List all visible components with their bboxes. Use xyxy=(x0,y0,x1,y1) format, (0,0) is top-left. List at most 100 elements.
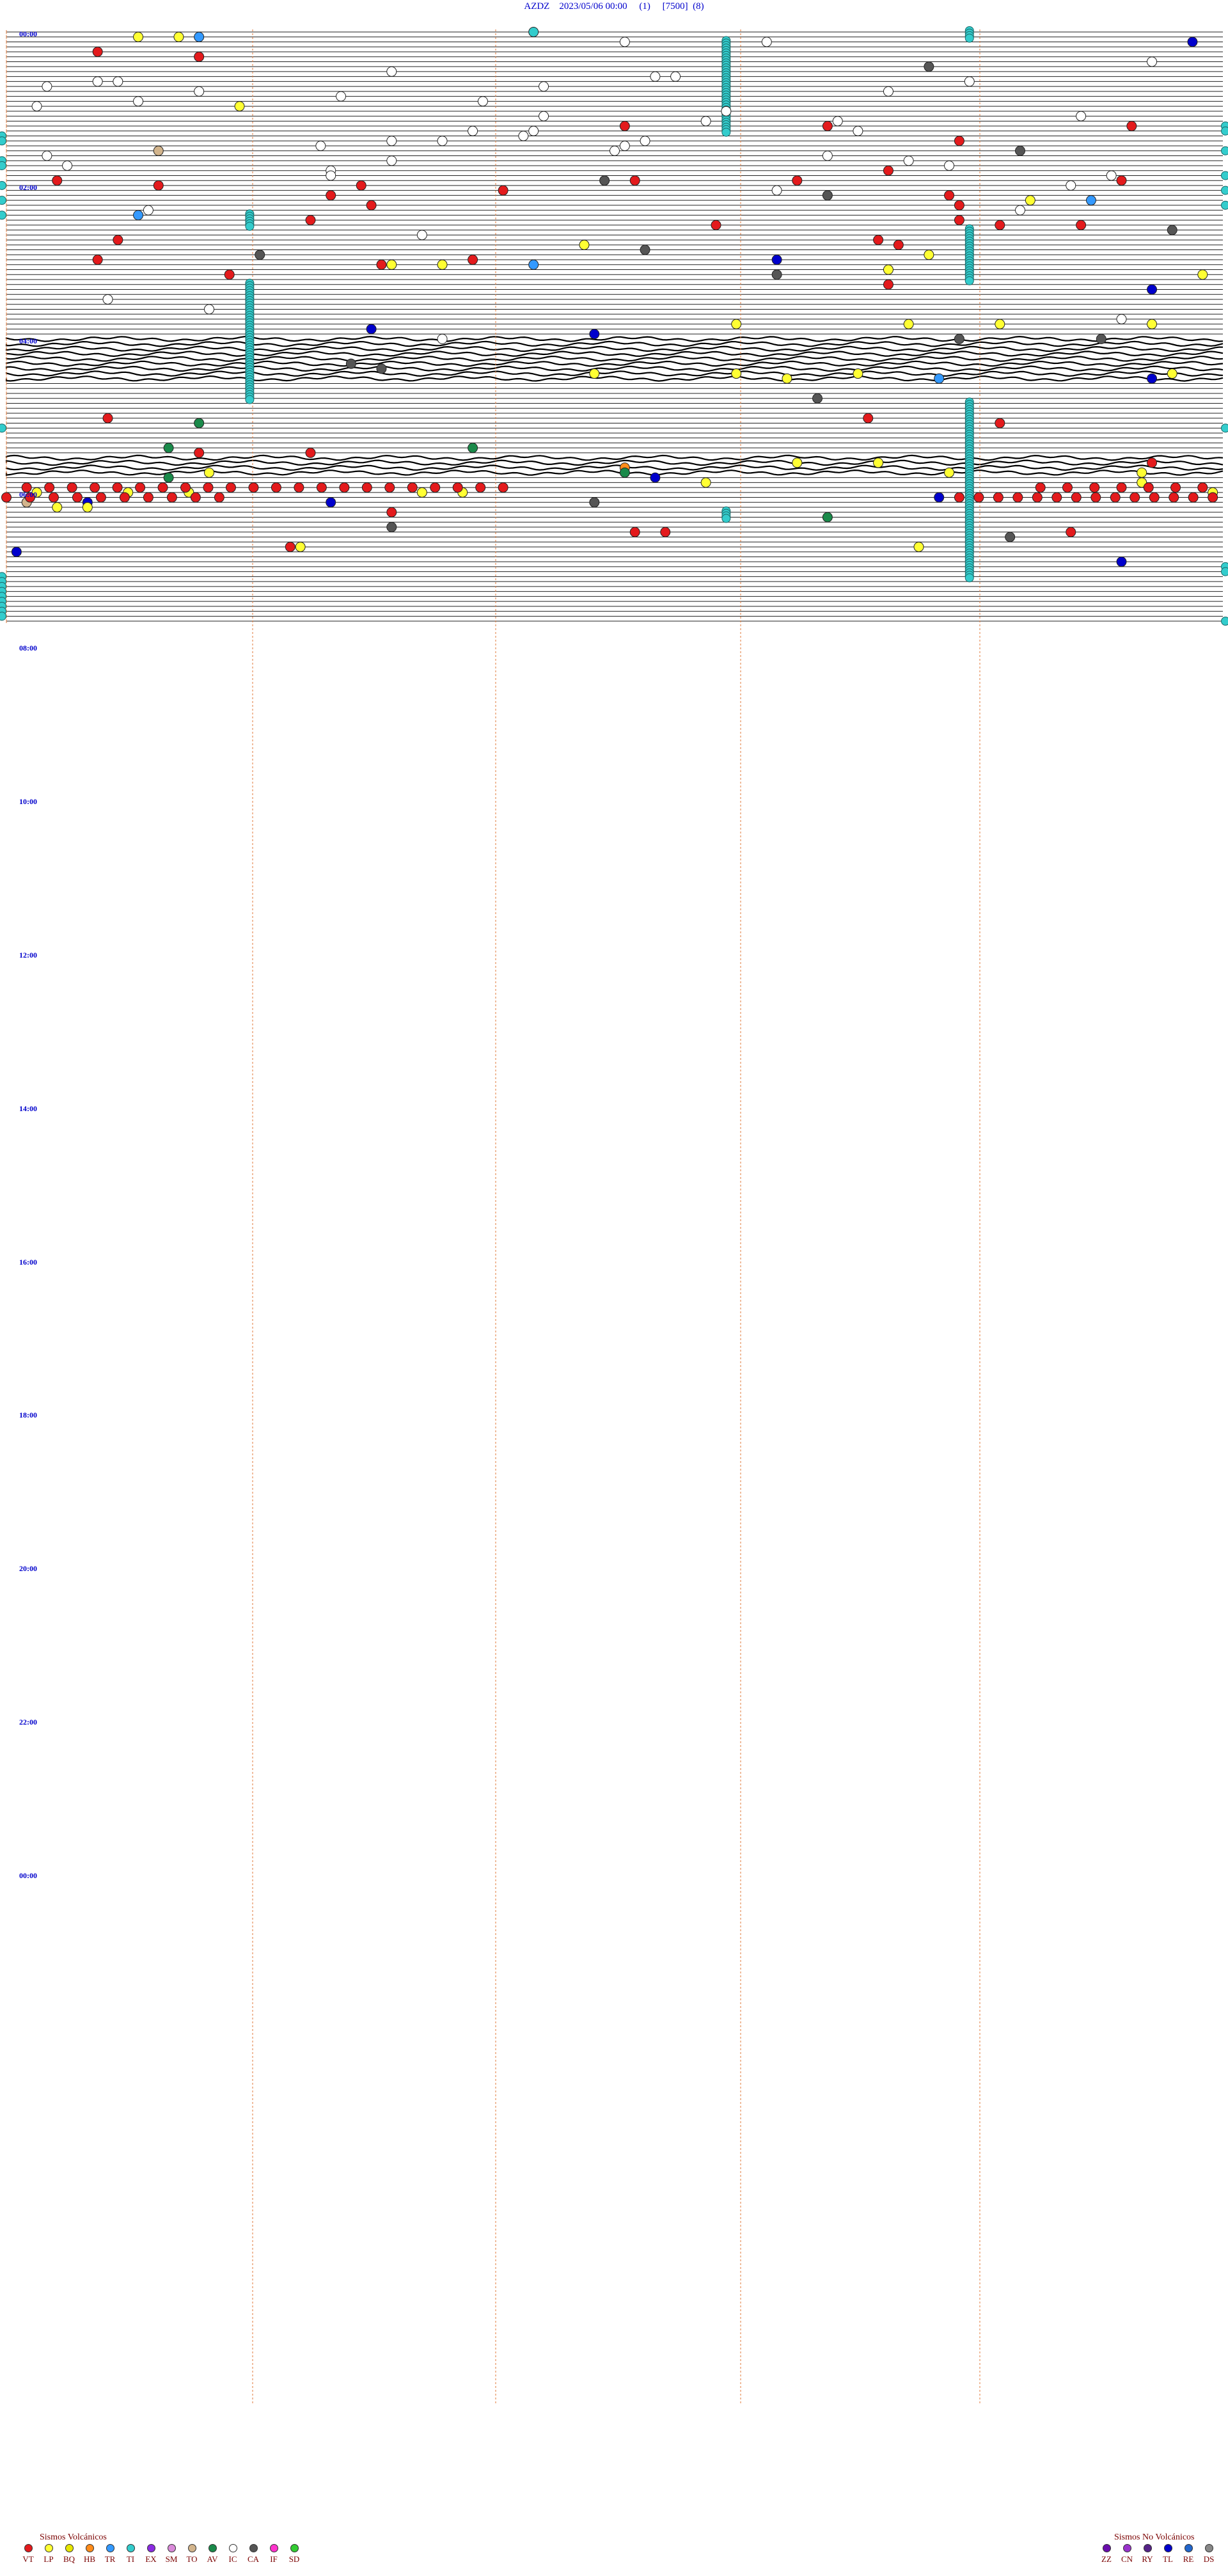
event-vt xyxy=(95,492,106,503)
event-vt xyxy=(214,492,224,503)
seismic-trace-noisy xyxy=(5,454,1224,461)
legend-item-sd: SD xyxy=(284,2544,304,2564)
seismic-trace-noisy xyxy=(5,375,1224,382)
event-ic xyxy=(1116,313,1127,324)
event-ic xyxy=(92,76,103,87)
event-lp xyxy=(133,31,144,42)
event-ic xyxy=(539,111,549,122)
event-ic xyxy=(1106,170,1117,181)
legend-swatch xyxy=(290,2544,299,2552)
event-ic xyxy=(386,136,397,146)
hour-label: 14:00 xyxy=(19,1103,37,1113)
event-vt xyxy=(995,418,1005,429)
legend-item-zz: ZZ xyxy=(1096,2544,1117,2564)
event-lp xyxy=(82,502,93,513)
event-ic xyxy=(822,150,833,161)
event-vt xyxy=(153,180,164,191)
legend-item-ic: IC xyxy=(223,2544,243,2564)
edge-event-mark xyxy=(0,180,6,190)
event-ic xyxy=(102,294,113,304)
event-vt xyxy=(135,482,146,493)
event-lp xyxy=(913,541,924,552)
event-ic xyxy=(610,145,620,156)
hour-label: 16:00 xyxy=(19,1257,37,1267)
event-ic xyxy=(1147,56,1158,67)
seismic-trace-noisy xyxy=(5,335,1224,342)
legend-swatch xyxy=(1122,2544,1131,2552)
event-vt xyxy=(873,235,884,246)
tremor-mark xyxy=(964,33,974,43)
event-lp xyxy=(782,373,792,384)
event-tl xyxy=(650,472,661,483)
legend-label: CN xyxy=(1121,2554,1133,2564)
event-vt xyxy=(157,482,168,493)
hour-label: 18:00 xyxy=(19,1410,37,1420)
event-ca xyxy=(345,358,356,369)
event-lp xyxy=(52,502,63,513)
edge-event-mark xyxy=(0,210,6,220)
event-vt xyxy=(180,482,191,493)
interval-id: (8) xyxy=(693,1,704,12)
event-vt xyxy=(44,482,55,493)
event-lp xyxy=(700,477,711,488)
event-lp xyxy=(883,264,893,275)
legend-swatch xyxy=(269,2544,278,2552)
tremor-mark xyxy=(721,127,731,137)
event-to xyxy=(153,145,164,156)
legend-item-av: AV xyxy=(202,2544,223,2564)
legend-label: HB xyxy=(83,2554,96,2564)
event-tl xyxy=(1147,373,1158,384)
event-vt xyxy=(1071,492,1082,503)
event-vt xyxy=(21,482,32,493)
legend-swatch xyxy=(249,2544,258,2552)
event-vt xyxy=(356,180,366,191)
event-tr xyxy=(934,373,945,384)
event-av xyxy=(468,443,478,454)
event-ca xyxy=(822,190,833,201)
event-lp xyxy=(1167,368,1177,379)
event-ic xyxy=(477,96,488,107)
event-vt xyxy=(113,235,123,246)
event-vt xyxy=(1130,492,1140,503)
event-vt xyxy=(711,219,721,230)
event-lp xyxy=(873,457,884,468)
legend-swatch xyxy=(208,2544,217,2552)
event-tl xyxy=(1116,557,1127,567)
seismic-trace-noisy xyxy=(5,370,1224,377)
event-ic xyxy=(539,81,549,92)
event-ic xyxy=(650,71,661,82)
event-ca xyxy=(924,61,934,72)
event-ic xyxy=(42,81,52,92)
event-ic xyxy=(619,141,630,152)
legend-swatch xyxy=(187,2544,196,2552)
event-vt xyxy=(498,482,508,493)
event-tr xyxy=(194,31,205,42)
event-vt xyxy=(1169,492,1179,503)
event-ic xyxy=(771,185,782,196)
event-vt xyxy=(225,482,236,493)
chart-title: AZDZ 2023/05/06 00:00 (1) [7500] (8) xyxy=(0,1,1228,12)
event-vt xyxy=(1066,526,1076,537)
legend-volcanic-title: Sismos Volcánicos xyxy=(40,2533,107,2542)
hour-label: 10:00 xyxy=(19,796,37,806)
legend-label: DS xyxy=(1203,2554,1215,2564)
event-vt xyxy=(384,482,395,493)
event-vt xyxy=(339,482,350,493)
legend-label: SM xyxy=(165,2554,178,2564)
event-lp xyxy=(416,487,427,498)
event-vt xyxy=(119,492,130,503)
event-vt xyxy=(294,482,304,493)
edge-event-mark xyxy=(1221,186,1228,195)
event-ic xyxy=(964,76,975,87)
event-vt xyxy=(619,121,630,132)
event-ic xyxy=(944,160,955,171)
event-vt xyxy=(316,482,327,493)
event-lp xyxy=(589,368,600,379)
seismic-trace-noisy xyxy=(5,360,1224,367)
event-ic xyxy=(31,101,42,112)
event-vt xyxy=(92,255,103,265)
legend-item-bq: BQ xyxy=(59,2544,79,2564)
event-vt xyxy=(629,526,640,537)
event-vt xyxy=(1110,492,1121,503)
event-ic xyxy=(204,304,214,315)
